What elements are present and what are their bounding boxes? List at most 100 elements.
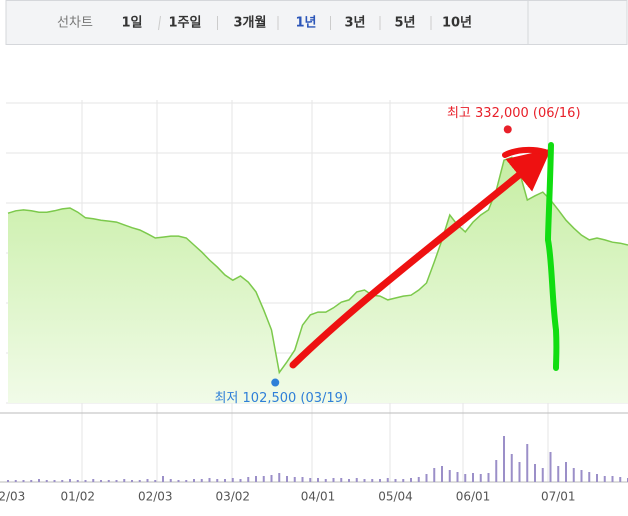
volume-bar <box>7 480 9 482</box>
volume-bar <box>262 476 265 482</box>
tab[interactable]: 3년 <box>344 16 365 31</box>
volume-bar <box>309 478 312 482</box>
volume-bar <box>138 480 141 482</box>
volume-bar <box>146 479 149 482</box>
volume-bar <box>84 480 87 482</box>
volume-bar <box>53 480 56 482</box>
volume-bar <box>270 475 273 482</box>
volume-bar <box>410 478 412 482</box>
volume-bar <box>185 480 188 482</box>
red-arrow <box>289 148 552 369</box>
tab[interactable]: 10년 <box>442 16 472 31</box>
volume-bar <box>22 480 25 482</box>
x-tick-label: 04/01 <box>301 490 336 504</box>
volume-bar <box>30 480 33 482</box>
volume-bar <box>208 478 211 482</box>
volume-bar <box>363 479 366 482</box>
volume-bar <box>301 477 304 482</box>
volume-bar <box>348 479 350 482</box>
volume-bar <box>247 477 250 482</box>
x-tick-label: 07/01 <box>541 490 576 504</box>
volume-bar <box>565 462 567 482</box>
volume-bar <box>193 479 195 482</box>
volume-bar <box>278 473 281 482</box>
volume-bar <box>402 479 405 482</box>
volume-bar <box>239 479 242 482</box>
volume-bar <box>200 479 203 482</box>
volume-bar <box>371 479 374 482</box>
volume-bar <box>216 479 219 482</box>
volume-bar <box>580 470 583 482</box>
red-arrow-head <box>502 146 548 158</box>
volume-bar <box>425 474 428 482</box>
extreme-label: 최고 332,000 (06/16) <box>447 106 581 121</box>
plot: 12/03 01/02 02/03 03/02 04/01 05/04 06/01 07/01… <box>0 106 628 504</box>
volume-bar <box>510 454 513 482</box>
volume-bar <box>231 478 234 482</box>
volume-bar <box>611 476 614 482</box>
volume-bar <box>588 472 591 482</box>
volume-bar <box>379 479 381 482</box>
volume-bar <box>115 480 118 482</box>
volume-bar <box>495 460 498 482</box>
x-tick-label: 02/03 <box>138 490 173 504</box>
volume-bar <box>526 444 529 482</box>
tab[interactable]: 3개월 <box>234 15 267 31</box>
tab[interactable]: 1주일 <box>169 16 202 31</box>
volume-bar <box>472 473 474 482</box>
price-area <box>8 157 628 403</box>
volume-bar <box>92 479 95 482</box>
volume-bar <box>557 466 560 482</box>
volume-bar <box>317 478 319 482</box>
volume-bar <box>340 478 343 482</box>
volume-bar <box>38 479 40 482</box>
volume-bar <box>76 480 79 482</box>
volume-bar <box>177 480 180 482</box>
volume-bar <box>255 476 257 482</box>
volume-bar <box>69 479 71 482</box>
tab-separator <box>158 15 161 31</box>
volume-bar <box>169 479 172 482</box>
volume-bar <box>355 478 358 482</box>
volume-bar <box>324 479 327 482</box>
volume-bar <box>479 474 482 482</box>
volume-bar <box>433 468 436 482</box>
volume-bar <box>603 476 606 482</box>
volume-bar <box>332 478 335 482</box>
x-tick-label: 01/02 <box>60 490 95 504</box>
volume-bar <box>131 480 133 482</box>
volume-bar <box>154 480 157 482</box>
tab[interactable]: 5년 <box>394 16 415 31</box>
volume-bar <box>441 466 443 482</box>
tab-group: 선차트 1일 1주일 3개월 1년 3년 5년 10년 <box>57 15 472 31</box>
volume-bar <box>487 473 490 482</box>
tab[interactable]: 선차트 <box>57 16 93 31</box>
volume-bar <box>534 464 536 482</box>
tab-bar <box>5 0 628 45</box>
x-tick-label: 05/04 <box>378 490 413 504</box>
volume-bar <box>572 468 575 482</box>
volume-bar <box>61 480 64 482</box>
tab[interactable]: 1일 <box>121 16 142 31</box>
tab[interactable]: 1년 <box>295 16 316 31</box>
volume-bar <box>286 476 288 482</box>
volume-bar <box>100 480 102 482</box>
volume-bar <box>619 477 622 482</box>
volume-bar <box>14 480 17 482</box>
volume-bar <box>107 480 110 482</box>
extreme-label: 최저 102,500 (03/19) <box>214 391 348 406</box>
volume-bar <box>456 472 459 482</box>
volume-bar <box>394 479 397 482</box>
x-tick-label: 06/01 <box>456 490 491 504</box>
volume-bar <box>503 436 505 482</box>
extreme-dot <box>503 125 512 134</box>
x-tick-label: 03/02 <box>215 490 250 504</box>
volume-bar <box>45 480 48 482</box>
extreme-dot <box>271 378 280 387</box>
volume-bar <box>386 478 389 482</box>
x-tick-label: 12/03 <box>0 490 25 504</box>
volume-bar <box>541 468 544 482</box>
volume-bar <box>162 476 164 482</box>
volume-bar <box>464 474 467 482</box>
